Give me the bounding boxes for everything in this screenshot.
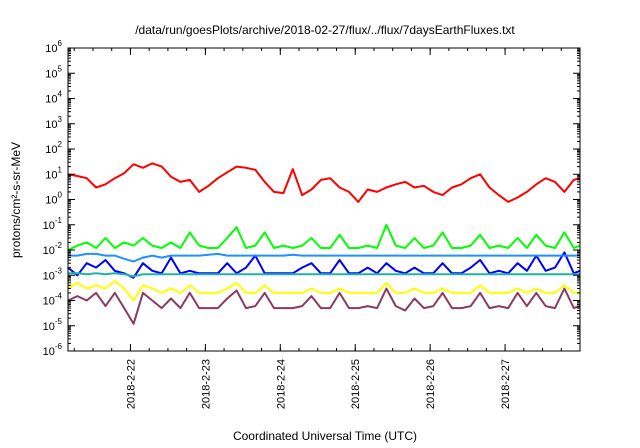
series-line-7 (67, 287, 581, 325)
x-axis-label: Coordinated Universal Time (UTC) (233, 429, 417, 443)
y-tick-label: 10-5 (43, 317, 63, 333)
y-tick-label: 10-3 (43, 266, 63, 282)
series-line-6 (67, 279, 580, 302)
x-tick-label: 2018-2-23 (200, 359, 212, 409)
y-tick-label: 10-1 (43, 216, 63, 232)
y-axis: 10-6 10-5 10-4 10-3 10-2 10-1 100 101 102 103 104 1… (43, 39, 580, 358)
chart-title: /data/run/goesPlots/archive/2018-02-27/f… (135, 23, 515, 37)
y-tick-label: 104 (45, 90, 62, 106)
x-tick-label: 2018-2-26 (425, 359, 437, 409)
y-tick-label: 10-6 (43, 342, 63, 358)
series-line-2 (67, 223, 581, 251)
y-axis-label: protons/cm²-s-sr-MeV (9, 142, 23, 258)
y-tick-label: 106 (45, 39, 62, 55)
x-tick-label: 2018-2-22 (125, 359, 137, 409)
series-layer (67, 162, 581, 325)
x-tick-label: 2018-2-27 (500, 359, 512, 409)
series-line-1 (67, 162, 581, 203)
y-tick-label: 10-4 (43, 292, 63, 308)
y-tick-label: 10-2 (43, 241, 63, 257)
x-axis: 2018-2-22 2018-2-23 2018-2-24 2018-2-25 2018… (73, 48, 581, 409)
y-tick-label: 101 (45, 165, 62, 181)
x-tick-label: 2018-2-24 (275, 359, 287, 409)
y-tick-label: 102 (45, 140, 62, 156)
series-line-5 (68, 272, 580, 278)
y-tick-label: 100 (45, 191, 62, 207)
y-tick-label: 105 (45, 64, 62, 80)
x-tick-label: 2018-2-25 (350, 359, 362, 409)
y-tick-label: 103 (45, 115, 62, 131)
series-line-4 (68, 252, 580, 263)
